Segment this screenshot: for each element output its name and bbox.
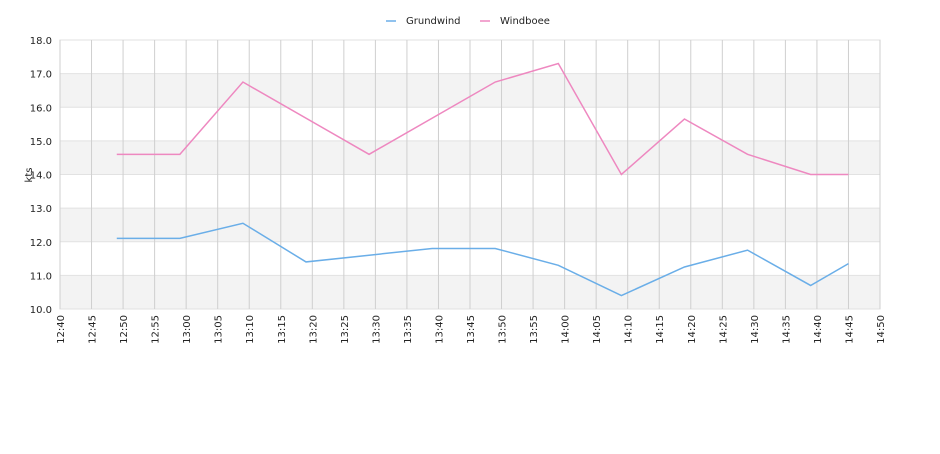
legend-label: Grundwind bbox=[406, 16, 461, 27]
x-tick-label: 12:40 bbox=[56, 315, 67, 344]
y-tick-label: 18.0 bbox=[30, 36, 52, 47]
x-tick-label: 12:50 bbox=[119, 315, 130, 344]
x-tick-label: 13:20 bbox=[308, 315, 319, 344]
series-line bbox=[116, 62, 849, 176]
y-tick-label: 13.0 bbox=[30, 204, 52, 215]
y-tick-label: 16.0 bbox=[30, 103, 52, 114]
x-tick-label: 14:30 bbox=[750, 315, 761, 344]
x-tick-label: 13:00 bbox=[182, 315, 193, 344]
x-tick-label: 13:55 bbox=[529, 315, 540, 344]
y-tick-label: 17.0 bbox=[30, 70, 52, 81]
x-tick-label: 13:50 bbox=[498, 315, 509, 344]
x-tick-label: 12:55 bbox=[151, 315, 162, 344]
x-tick-label: 14:20 bbox=[687, 315, 698, 344]
x-tick-label: 13:35 bbox=[403, 315, 414, 344]
x-tick-label: 14:00 bbox=[561, 315, 572, 344]
x-tick-label: 13:10 bbox=[245, 315, 256, 344]
y-tick-label: 15.0 bbox=[30, 137, 52, 148]
y-tick-label: 11.0 bbox=[30, 271, 52, 282]
y-tick-label: 12.0 bbox=[30, 238, 52, 249]
series-line bbox=[116, 222, 849, 297]
x-tick-label: 14:40 bbox=[813, 315, 824, 344]
x-tick-label: 13:45 bbox=[466, 315, 477, 344]
x-tick-label: 14:50 bbox=[876, 315, 887, 344]
x-tick-label: 12:45 bbox=[88, 315, 99, 344]
x-tick-label: 14:45 bbox=[844, 315, 855, 344]
y-tick-label: 10.0 bbox=[30, 305, 52, 316]
y-axis-label: kts bbox=[24, 168, 35, 183]
y-tick-label: 14.0 bbox=[30, 171, 52, 182]
x-tick-label: 13:15 bbox=[277, 315, 288, 344]
x-tick-label: 14:15 bbox=[655, 315, 666, 344]
x-tick-label: 14:05 bbox=[592, 315, 603, 344]
x-tick-label: 13:25 bbox=[340, 315, 351, 344]
x-tick-label: 14:35 bbox=[781, 315, 792, 344]
x-tick-label: 13:05 bbox=[214, 315, 225, 344]
x-tick-label: 14:10 bbox=[624, 315, 635, 344]
x-tick-label: 14:25 bbox=[718, 315, 729, 344]
legend-label: Windboee bbox=[500, 16, 550, 27]
x-tick-label: 13:40 bbox=[434, 315, 445, 344]
x-tick-label: 13:30 bbox=[371, 315, 382, 344]
